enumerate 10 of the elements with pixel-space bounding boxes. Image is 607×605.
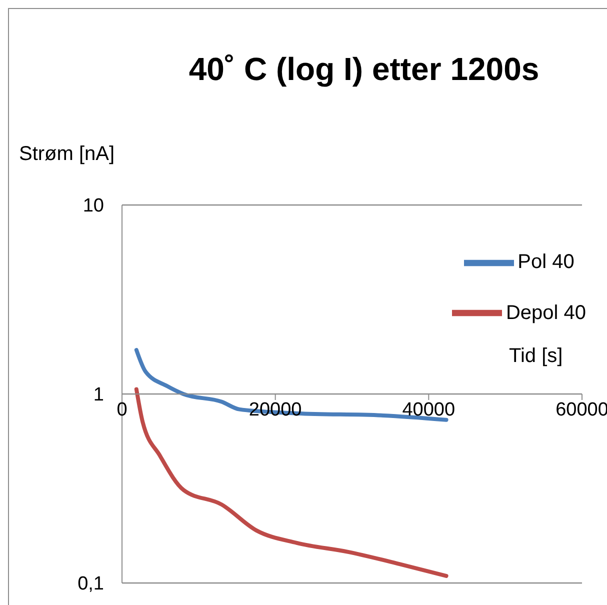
legend-label: Pol 40 [518, 251, 574, 273]
x-axis-title: Tid [s] [509, 345, 563, 368]
chart-title: 40˚ C (log I) etter 1200s [188, 51, 540, 88]
x-tick-label: 0 [116, 399, 128, 420]
y-tick-label: 10 [82, 196, 104, 217]
x-tick-label: 40000 [402, 399, 456, 420]
legend-label: Depol 40 [506, 302, 586, 324]
y-tick-label: 1 [93, 384, 104, 406]
y-axis-title: Strøm [nA] [19, 143, 115, 166]
y-tick-label: 0,1 [78, 574, 104, 595]
